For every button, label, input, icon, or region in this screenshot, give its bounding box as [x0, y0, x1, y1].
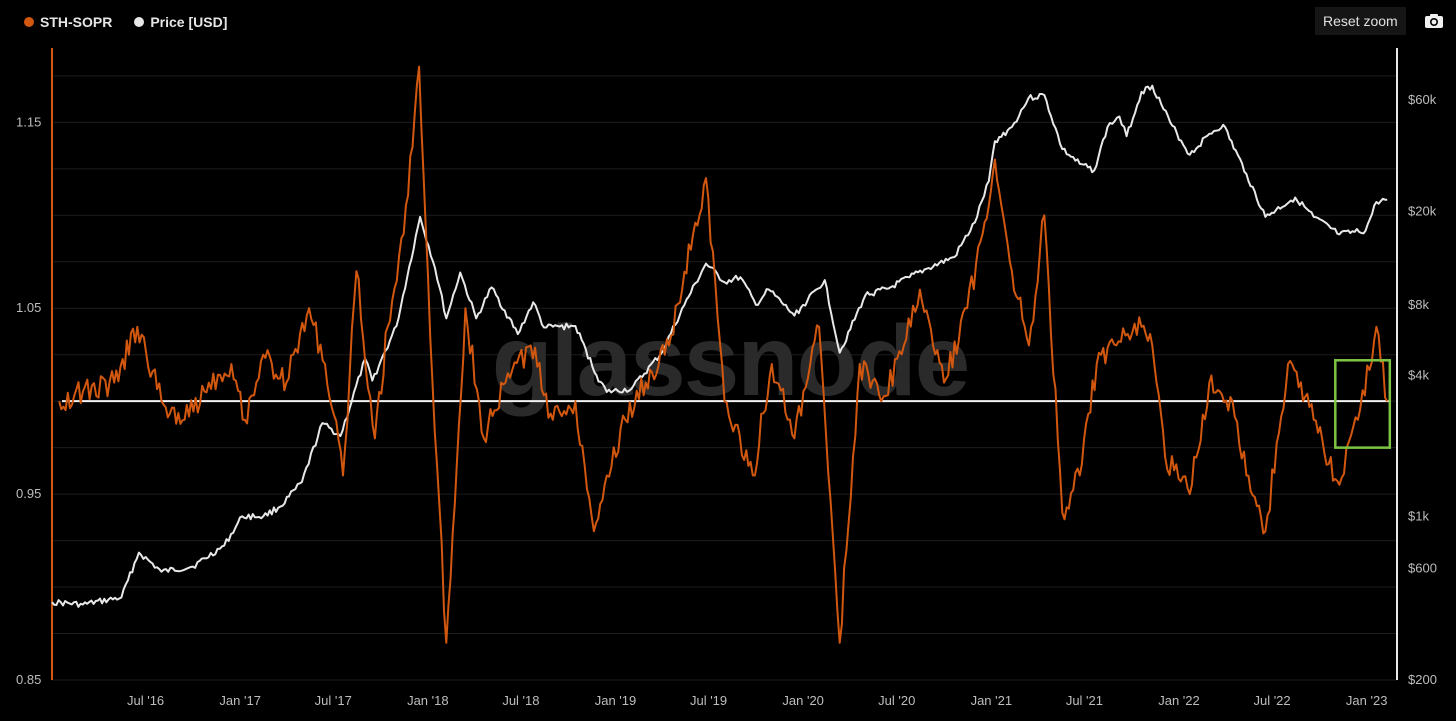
x-tick-label: Jul '17 [315, 693, 352, 708]
x-axis: Jul '16 Jan '17 Jul '17 Jan '18 Jul '18 Jan '… [127, 693, 1387, 708]
x-tick-label: Jul '19 [690, 693, 727, 708]
y-right-tick-label: $60k [1408, 92, 1437, 107]
camera-icon[interactable] [1424, 13, 1444, 29]
series-line-sth-sopr [58, 65, 1389, 644]
x-tick-label: Jan '18 [407, 693, 449, 708]
x-tick-label: Jan '19 [595, 693, 637, 708]
y-left-tick-label: 0.85 [16, 672, 41, 687]
y-right-tick-label: $4k [1408, 367, 1429, 382]
x-tick-label: Jan '20 [782, 693, 824, 708]
y-right-tick-label: $1k [1408, 508, 1429, 523]
y-right-tick-label: $200 [1408, 672, 1437, 687]
watermark-text: glassnode [492, 305, 969, 417]
reset-zoom-button[interactable]: Reset zoom [1315, 7, 1406, 35]
x-tick-label: Jul '21 [1066, 693, 1103, 708]
y-right-tick-label: $8k [1408, 297, 1429, 312]
x-tick-label: Jan '17 [219, 693, 261, 708]
y-right-tick-label: $20k [1408, 204, 1437, 219]
legend-dot-sth-sopr [24, 17, 34, 27]
x-tick-label: Jan '23 [1346, 693, 1388, 708]
y-left-axis: 1.15 1.05 0.95 0.85 [16, 114, 41, 687]
gridlines [52, 75, 1397, 681]
y-left-tick-label: 1.05 [16, 300, 41, 315]
legend-label-sth-sopr: STH-SOPR [40, 14, 113, 30]
x-tick-label: Jul '18 [502, 693, 539, 708]
y-left-tick-label: 0.95 [16, 486, 41, 501]
x-tick-label: Jan '22 [1158, 693, 1200, 708]
y-right-tick-label: $600 [1408, 560, 1437, 575]
legend-item-price[interactable]: Price [USD] [134, 14, 227, 30]
legend-dot-price [134, 17, 145, 27]
x-tick-label: Jan '21 [971, 693, 1013, 708]
y-left-tick-label: 1.15 [16, 114, 41, 129]
series-line-price [51, 84, 1388, 608]
x-tick-label: Jul '22 [1253, 693, 1290, 708]
highlight-box [1334, 359, 1392, 449]
legend-label-price: Price [USD] [150, 14, 228, 30]
legend: STH-SOPR Price [USD] [24, 14, 227, 30]
x-tick-label: Jul '20 [878, 693, 915, 708]
legend-item-sth-sopr[interactable]: STH-SOPR [24, 14, 112, 30]
x-tick-label: Jul '16 [127, 693, 164, 708]
y-right-axis: $60k $20k $8k $4k $1k $600 $200 [1408, 92, 1437, 687]
